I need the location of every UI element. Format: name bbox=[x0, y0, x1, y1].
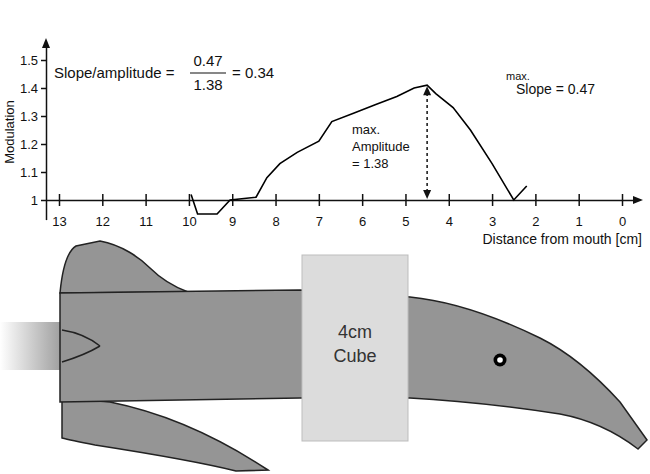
y-tick: 1.1 bbox=[20, 165, 46, 180]
amplitude-label: max. bbox=[352, 122, 380, 137]
y-tick-label: 1.5 bbox=[20, 53, 38, 68]
amplitude-label: Amplitude bbox=[352, 139, 410, 154]
y-tick: 1.2 bbox=[20, 137, 46, 152]
chart-svg: 4cmCube11.11.21.31.41.513121110987654321… bbox=[0, 0, 650, 474]
tail-band bbox=[0, 322, 64, 370]
formula-numerator: 0.47 bbox=[193, 52, 222, 69]
x-tick-label: 9 bbox=[229, 214, 236, 229]
fraction-bar bbox=[190, 72, 226, 73]
y-tick: 1.5 bbox=[20, 53, 46, 68]
y-tick-mark bbox=[41, 172, 46, 174]
y-axis-arrow bbox=[42, 38, 50, 48]
y-tick-label: 1.1 bbox=[20, 165, 38, 180]
pelvic-fin bbox=[62, 398, 268, 471]
x-tick: 5 bbox=[402, 194, 409, 229]
formula-label: Slope/amplitude = bbox=[54, 64, 175, 81]
data-line bbox=[191, 85, 527, 214]
x-tick-mark bbox=[102, 194, 104, 206]
x-tick-mark bbox=[449, 194, 451, 206]
amplitude-label: = 1.38 bbox=[352, 156, 389, 171]
dorsal-fin bbox=[60, 241, 188, 293]
y-axis-line bbox=[46, 47, 48, 221]
x-tick-mark bbox=[275, 194, 277, 206]
x-tick-label: 0 bbox=[619, 214, 626, 229]
y-tick-label: 1.2 bbox=[20, 137, 38, 152]
y-tick-label: 1 bbox=[31, 193, 38, 208]
y-tick-mark bbox=[41, 200, 46, 202]
y-tick-label: 1.3 bbox=[20, 109, 38, 124]
y-tick-mark bbox=[41, 60, 46, 62]
x-tick: 6 bbox=[359, 194, 366, 229]
x-tick-mark bbox=[59, 194, 61, 206]
x-tick-mark bbox=[622, 194, 624, 206]
formula-result: = 0.34 bbox=[232, 64, 274, 81]
x-tick-label: 11 bbox=[139, 214, 153, 229]
formula-denominator: 1.38 bbox=[193, 76, 222, 93]
x-tick: 3 bbox=[489, 194, 496, 229]
fish-diagram: 4cm Cube bbox=[0, 241, 647, 471]
y-tick-label: 1.4 bbox=[20, 81, 38, 96]
plot-area bbox=[191, 85, 527, 214]
x-tick-label: 2 bbox=[532, 214, 539, 229]
x-tick: 4 bbox=[446, 194, 453, 229]
y-tick-mark bbox=[41, 88, 46, 90]
x-tick-label: 8 bbox=[272, 214, 279, 229]
x-tick-mark bbox=[492, 194, 494, 206]
amplitude-arrow bbox=[426, 93, 428, 192]
x-tick-mark bbox=[189, 194, 191, 206]
y-tick: 1.4 bbox=[20, 81, 46, 96]
x-tick-label: 5 bbox=[402, 214, 409, 229]
cube-label: 4cm bbox=[338, 322, 372, 342]
x-tick-mark bbox=[145, 194, 147, 206]
x-tick: 10 bbox=[182, 194, 196, 229]
x-tick-label: 13 bbox=[52, 214, 66, 229]
eye bbox=[494, 354, 507, 367]
x-axis-arrow bbox=[633, 196, 643, 204]
x-axis: 131211109876543210 bbox=[47, 194, 636, 229]
x-tick-mark bbox=[362, 194, 364, 206]
y-tick-mark bbox=[41, 116, 46, 118]
x-tick-mark bbox=[578, 194, 580, 206]
x-tick-label: 3 bbox=[489, 214, 496, 229]
x-tick-mark bbox=[535, 194, 537, 206]
x-tick: 2 bbox=[532, 194, 539, 229]
x-tick-label: 6 bbox=[359, 214, 366, 229]
x-tick: 1 bbox=[576, 194, 583, 229]
x-tick-mark bbox=[405, 194, 407, 206]
x-tick-mark bbox=[319, 194, 321, 206]
x-axis-line bbox=[47, 200, 636, 202]
x-tick: 7 bbox=[316, 194, 323, 229]
x-axis-title: Distance from mouth [cm] bbox=[483, 231, 643, 247]
amplitude-arrow-head bbox=[423, 86, 431, 95]
cube-label: Cube bbox=[333, 346, 376, 366]
amplitude-arrow-head bbox=[423, 190, 431, 199]
cube bbox=[302, 255, 408, 441]
tail-split bbox=[62, 330, 100, 362]
slope-label: Slope = 0.47 bbox=[516, 81, 595, 97]
x-tick: 11 bbox=[139, 194, 153, 229]
x-tick-label: 7 bbox=[316, 214, 323, 229]
y-axis-title: Modulation bbox=[2, 100, 17, 164]
y-tick: 1 bbox=[31, 193, 46, 208]
y-axis: 1 1.1 1.2 1.3 1.4 1.5 bbox=[20, 47, 47, 221]
x-tick-label: 10 bbox=[182, 214, 196, 229]
eye-center bbox=[497, 357, 503, 363]
x-tick: 0 bbox=[619, 194, 626, 229]
x-tick: 12 bbox=[96, 194, 110, 229]
y-tick-mark bbox=[41, 144, 46, 146]
chart-root: 4cmCube11.11.21.31.41.513121110987654321… bbox=[0, 0, 650, 474]
x-tick-label: 4 bbox=[446, 214, 453, 229]
y-tick: 1.3 bbox=[20, 109, 46, 124]
x-tick: 8 bbox=[272, 194, 279, 229]
x-tick: 13 bbox=[52, 194, 66, 229]
x-tick-label: 12 bbox=[96, 214, 110, 229]
x-tick-label: 1 bbox=[576, 214, 583, 229]
